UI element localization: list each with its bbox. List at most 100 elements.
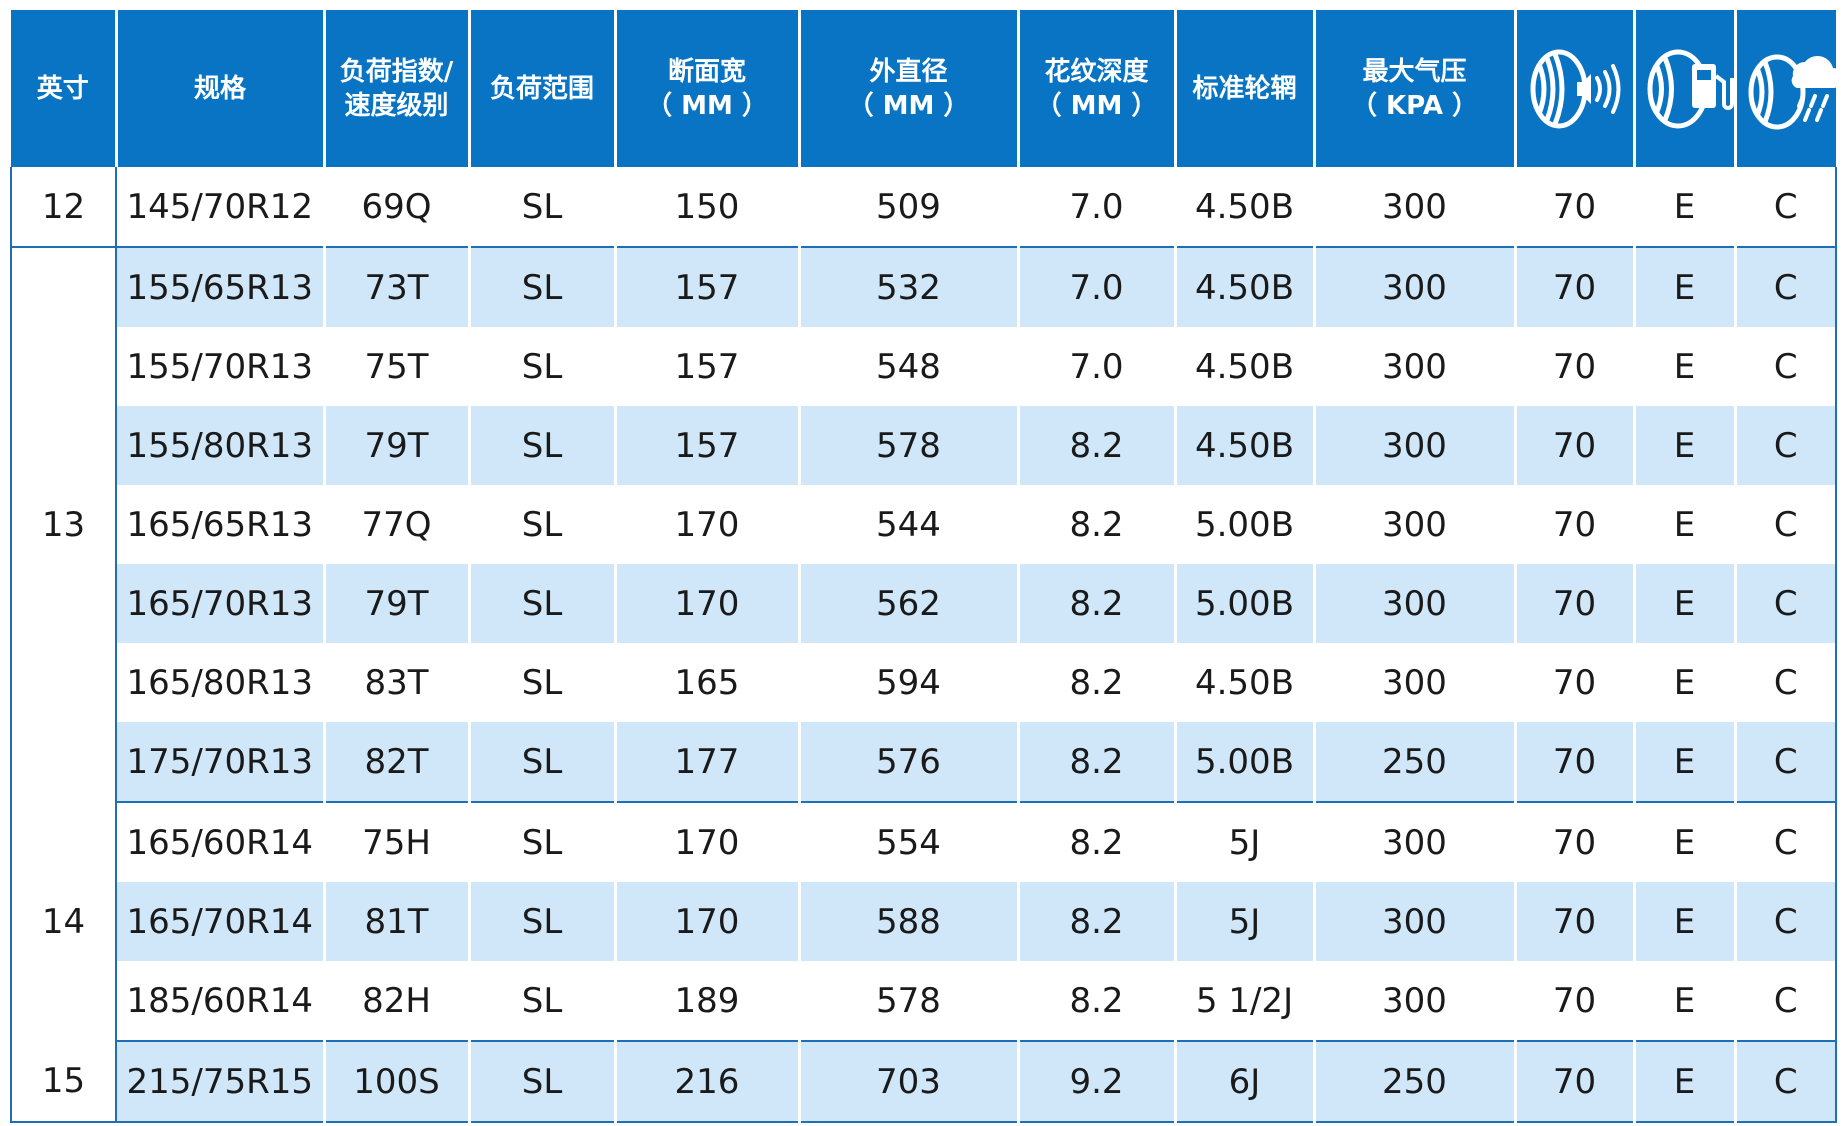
header-max-pressure: 最大气压 （ KPA ） <box>1314 10 1517 167</box>
noise-cell: 70 <box>1515 1041 1636 1123</box>
std-rim-cell: 5J <box>1175 882 1316 961</box>
fuel-cell: E <box>1634 564 1737 643</box>
tread-depth-cell: 8.2 <box>1018 485 1177 564</box>
section-width-cell: 170 <box>615 882 801 961</box>
load-range-cell: SL <box>469 247 617 327</box>
noise-cell: 70 <box>1515 882 1636 961</box>
header-std-rim: 标准轮辋 <box>1175 10 1316 167</box>
tread-depth-cell: 8.2 <box>1018 961 1177 1042</box>
fuel-cell: E <box>1634 1041 1737 1123</box>
outer-diameter-cell: 562 <box>799 564 1020 643</box>
outer-diameter-cell: 578 <box>799 961 1020 1042</box>
std-rim-cell: 4.50B <box>1175 406 1316 485</box>
load-speed-cell: 81T <box>324 882 471 961</box>
section-width-cell: 170 <box>615 564 801 643</box>
table-row: 15 215/75R15 100S SL 216 703 9.2 6J 250 70 E C <box>10 1041 1837 1123</box>
outer-diameter-cell: 578 <box>799 406 1020 485</box>
noise-cell: 70 <box>1515 564 1636 643</box>
tread-depth-cell: 8.2 <box>1018 722 1177 803</box>
max-pressure-cell: 300 <box>1314 961 1517 1042</box>
table-row: 175/70R13 82T SL 177 576 8.2 5.00B 250 70 E C <box>11 722 1837 803</box>
tread-depth-cell: 7.0 <box>1018 327 1177 406</box>
std-rim-cell: 5J <box>1175 802 1316 882</box>
tire-spec-table-wrap: 英寸 规格 负荷指数/ 速度级别 负荷范围 断面宽 （ MM ） 外直径 （ M… <box>10 10 1841 1123</box>
max-pressure-cell: 300 <box>1314 406 1517 485</box>
outer-diameter-cell: 554 <box>799 802 1020 882</box>
header-tread-depth-label: 花纹深度 <box>1044 56 1149 87</box>
header-fuel <box>1634 10 1737 167</box>
outer-diameter-cell: 576 <box>799 722 1020 803</box>
wet-grip-cell: C <box>1735 327 1837 406</box>
header-tread-depth-unit: （ MM ） <box>1035 90 1158 121</box>
load-range-cell: SL <box>469 167 617 248</box>
noise-cell: 70 <box>1515 485 1636 564</box>
tread-depth-cell: 8.2 <box>1018 882 1177 961</box>
table-row: 165/70R13 79T SL 170 562 8.2 5.00B 300 70 E C <box>11 564 1837 643</box>
table-body: 12 145/70R12 69Q SL 150 509 7.0 4.50B 300 70 E C 13 1… <box>10 167 1837 1123</box>
header-spec: 规格 <box>116 10 326 167</box>
load-speed-cell: 73T <box>324 247 471 327</box>
max-pressure-cell: 250 <box>1314 722 1517 803</box>
header-load-speed: 负荷指数/ 速度级别 <box>324 10 471 167</box>
section-width-cell: 157 <box>615 247 801 327</box>
noise-cell: 70 <box>1515 961 1636 1042</box>
max-pressure-cell: 300 <box>1314 485 1517 564</box>
noise-cell: 70 <box>1515 327 1636 406</box>
wet-grip-cell: C <box>1735 167 1837 248</box>
table-row: 13 155/65R13 73T SL 157 532 7.0 4.50B 300 70 E C <box>10 247 1837 802</box>
noise-cell: 70 <box>1515 802 1636 882</box>
load-range-cell: SL <box>469 722 617 803</box>
load-range-cell: SL <box>469 802 617 882</box>
load-range-cell: SL <box>469 882 617 961</box>
std-rim-cell: 4.50B <box>1175 643 1316 722</box>
wet-grip-cell: C <box>1735 247 1837 327</box>
std-rim-cell: 4.50B <box>1175 167 1316 248</box>
std-rim-cell: 5.00B <box>1175 722 1316 803</box>
fuel-cell: E <box>1634 327 1737 406</box>
header-load-speed-line2: 速度级别 <box>344 90 449 121</box>
section-width-cell: 165 <box>615 643 801 722</box>
fuel-cell: E <box>1634 722 1737 803</box>
max-pressure-cell: 300 <box>1314 802 1517 882</box>
max-pressure-cell: 300 <box>1314 247 1517 327</box>
section-width-cell: 170 <box>615 802 801 882</box>
outer-diameter-cell: 594 <box>799 643 1020 722</box>
load-speed-cell: 79T <box>324 406 471 485</box>
fuel-cell: E <box>1634 882 1737 961</box>
tread-depth-cell: 8.2 <box>1018 802 1177 882</box>
outer-diameter-cell: 532 <box>799 247 1020 327</box>
spec-cell: 165/60R14 <box>116 802 326 882</box>
inch-cell: 14 <box>10 802 117 1041</box>
load-range-cell: SL <box>469 643 617 722</box>
load-speed-cell: 100S <box>324 1041 471 1123</box>
spec-cell: 165/70R13 <box>116 564 326 643</box>
outer-diameter-cell: 544 <box>799 485 1020 564</box>
header-load-range: 负荷范围 <box>469 10 617 167</box>
section-width-cell: 177 <box>615 722 801 803</box>
tire-fuel-icon <box>1647 49 1734 128</box>
section-width-cell: 189 <box>615 961 801 1042</box>
header-wet-grip <box>1735 10 1841 167</box>
section-width-cell: 157 <box>615 406 801 485</box>
std-rim-cell: 5 1/2J <box>1175 961 1316 1042</box>
inch-cell: 15 <box>10 1041 117 1123</box>
std-rim-cell: 6J <box>1175 1041 1316 1123</box>
header-section-width-unit: （ MM ） <box>646 90 768 121</box>
section-width-cell: 157 <box>615 327 801 406</box>
table-row: 185/60R14 82H SL 189 578 8.2 5 1/2J 300 70 E C <box>11 961 1837 1042</box>
load-range-cell: SL <box>469 564 617 643</box>
table-row: 155/70R13 75T SL 157 548 7.0 4.50B 300 70 E C <box>11 327 1837 406</box>
header-row: 英寸 规格 负荷指数/ 速度级别 负荷范围 断面宽 （ MM ） 外直径 （ M… <box>11 10 1841 167</box>
header-outer-diameter-unit: （ MM ） <box>847 90 970 121</box>
spec-cell: 155/65R13 <box>116 247 326 327</box>
header-load-speed-line1: 负荷指数/ <box>339 56 454 87</box>
outer-diameter-cell: 588 <box>799 882 1020 961</box>
max-pressure-cell: 300 <box>1314 327 1517 406</box>
wet-grip-cell: C <box>1735 722 1837 803</box>
spec-cell: 165/80R13 <box>116 643 326 722</box>
header-section-width: 断面宽 （ MM ） <box>615 10 801 167</box>
table-row: 165/65R13 77Q SL 170 544 8.2 5.00B 300 70 E C <box>11 485 1837 564</box>
table-row: 155/80R13 79T SL 157 578 8.2 4.50B 300 70 E C <box>11 406 1837 485</box>
wet-grip-cell: C <box>1735 961 1837 1042</box>
load-range-cell: SL <box>469 327 617 406</box>
